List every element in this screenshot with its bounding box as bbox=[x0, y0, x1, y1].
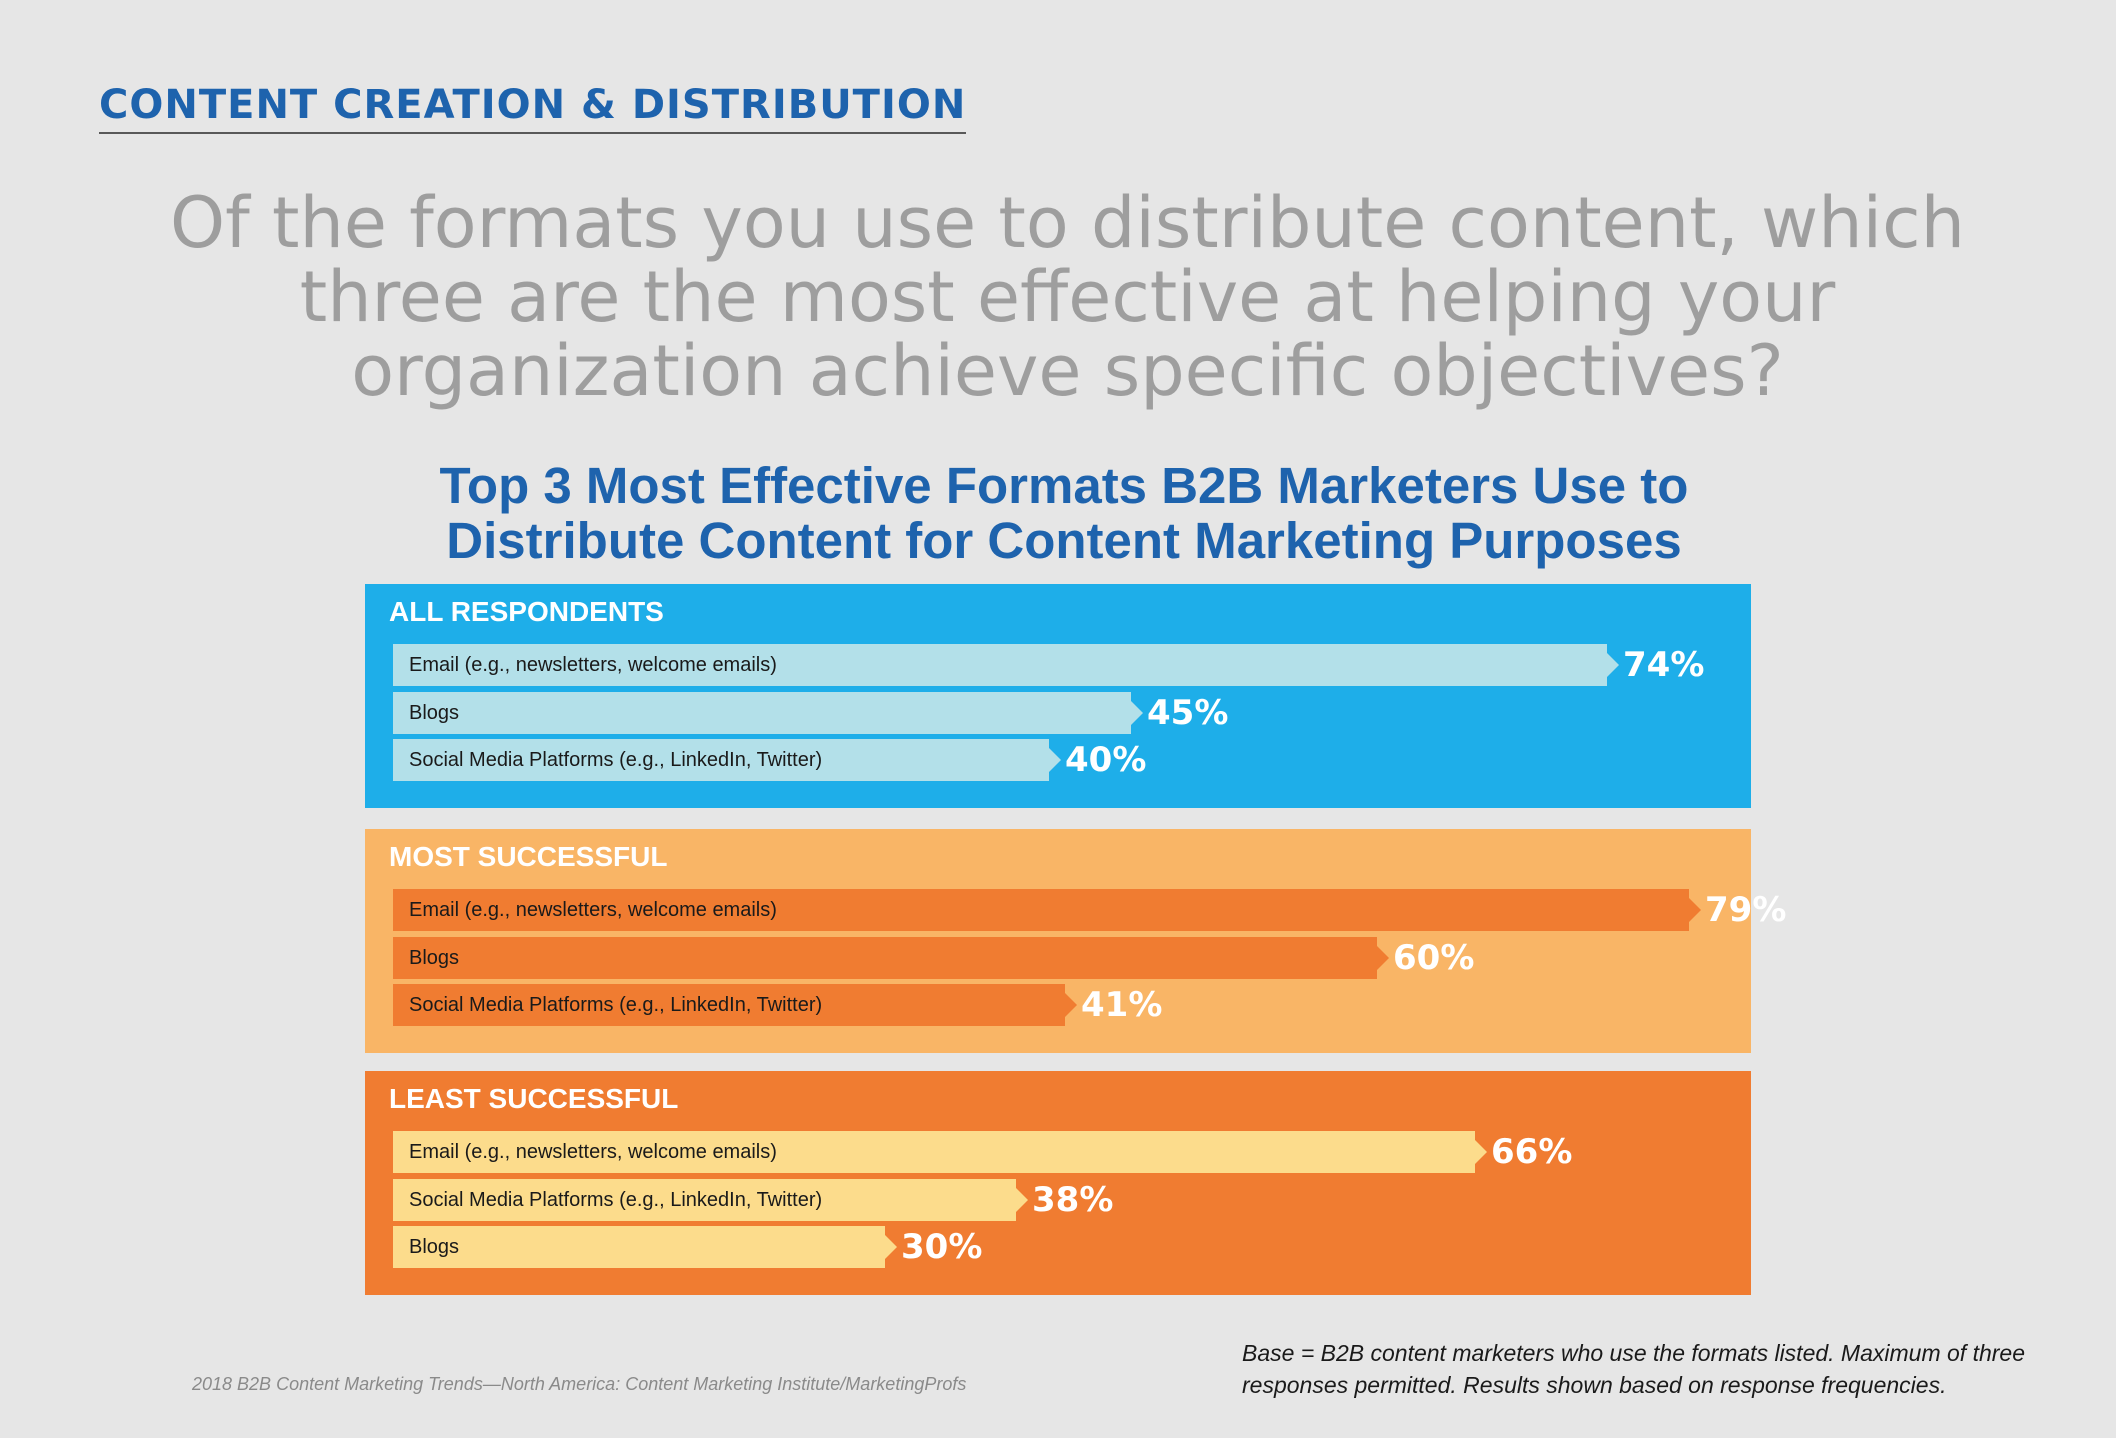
bar: Social Media Platforms (e.g., LinkedIn, … bbox=[393, 984, 1162, 1026]
bar-label: Blogs bbox=[409, 947, 460, 969]
bar-value-label: 60% bbox=[1393, 938, 1475, 978]
bar-label: Blogs bbox=[409, 702, 460, 724]
group-label: MOST SUCCESSFUL bbox=[389, 841, 668, 872]
bar-arrow bbox=[1131, 701, 1143, 725]
bar-label: Email (e.g., newsletters, welcome emails… bbox=[409, 1141, 777, 1163]
group-panel-all-respondents: ALL RESPONDENTS Email (e.g., newsletters… bbox=[365, 584, 1751, 808]
bar: Blogs 30% bbox=[393, 1226, 982, 1268]
bar-fill bbox=[393, 889, 1689, 931]
bar-label: Social Media Platforms (e.g., LinkedIn, … bbox=[409, 1189, 823, 1211]
bar-label: Social Media Platforms (e.g., LinkedIn, … bbox=[409, 994, 823, 1016]
bar-value-label: 38% bbox=[1032, 1180, 1114, 1220]
bar-fill bbox=[393, 984, 1065, 1026]
footer-base-note: Base = B2B content marketers who use the… bbox=[1242, 1340, 2025, 1398]
chart-title: Top 3 Most Effective Formats B2B Markete… bbox=[439, 457, 1689, 569]
bar-value-label: 79% bbox=[1705, 890, 1787, 930]
group-panel-least-successful: LEAST SUCCESSFUL Email (e.g., newsletter… bbox=[365, 1071, 1751, 1295]
bar-fill bbox=[393, 1226, 885, 1268]
group-label: LEAST SUCCESSFUL bbox=[389, 1083, 679, 1114]
bar-value-label: 66% bbox=[1491, 1132, 1573, 1172]
bar-arrow bbox=[885, 1235, 897, 1259]
group-label: ALL RESPONDENTS bbox=[389, 596, 664, 627]
section-header: CONTENT CREATION & DISTRIBUTION bbox=[99, 82, 967, 134]
bar-label: Social Media Platforms (e.g., LinkedIn, … bbox=[409, 749, 823, 771]
bar-arrow bbox=[1689, 898, 1701, 922]
bar: Email (e.g., newsletters, welcome emails… bbox=[393, 889, 1786, 931]
bar: Email (e.g., newsletters, welcome emails… bbox=[393, 1131, 1572, 1173]
bar-arrow bbox=[1065, 993, 1077, 1017]
bar-fill bbox=[393, 937, 1377, 979]
bar-value-label: 30% bbox=[901, 1227, 983, 1267]
bar: Blogs 45% bbox=[393, 692, 1228, 734]
bar-arrow bbox=[1475, 1140, 1487, 1164]
bar-label: Email (e.g., newsletters, welcome emails… bbox=[409, 899, 777, 921]
bar: Blogs 60% bbox=[393, 937, 1474, 979]
bar: Social Media Platforms (e.g., LinkedIn, … bbox=[393, 739, 1146, 781]
bar-value-label: 45% bbox=[1147, 693, 1229, 733]
bar-value-label: 41% bbox=[1081, 985, 1163, 1025]
footer-source: 2018 B2B Content Marketing Trends—North … bbox=[192, 1374, 967, 1394]
bar: Social Media Platforms (e.g., LinkedIn, … bbox=[393, 1179, 1113, 1221]
bar-arrow bbox=[1377, 946, 1389, 970]
group-panel-most-successful: MOST SUCCESSFUL Email (e.g., newsletters… bbox=[365, 829, 1786, 1053]
survey-question: Of the formats you use to distribute con… bbox=[170, 182, 1965, 412]
bar-fill bbox=[393, 644, 1607, 686]
bar-fill bbox=[393, 692, 1131, 734]
bar-arrow bbox=[1016, 1188, 1028, 1212]
bar-arrow bbox=[1049, 748, 1061, 772]
bar: Email (e.g., newsletters, welcome emails… bbox=[393, 644, 1704, 686]
bar-fill bbox=[393, 1179, 1016, 1221]
bar-arrow bbox=[1607, 653, 1619, 677]
bar-fill bbox=[393, 1131, 1475, 1173]
bar-label: Blogs bbox=[409, 1236, 460, 1258]
bar-value-label: 74% bbox=[1623, 645, 1705, 685]
bar-fill bbox=[393, 739, 1049, 781]
bar-label: Email (e.g., newsletters, welcome emails… bbox=[409, 654, 777, 676]
bar-value-label: 40% bbox=[1065, 740, 1147, 780]
